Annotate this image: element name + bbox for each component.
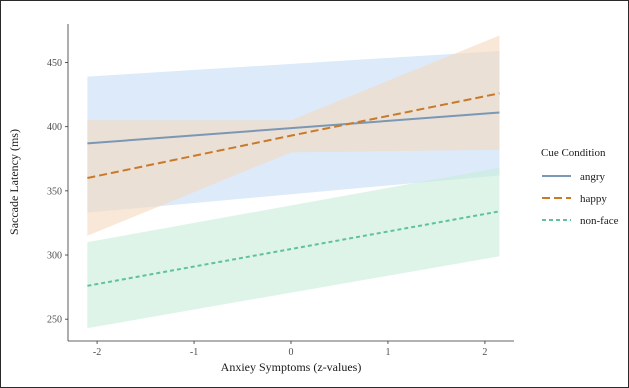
x-ticks: -2 -1 0 1 2 — [93, 341, 487, 358]
y-tick-label: 350 — [47, 186, 62, 197]
x-tick-label: 1 — [385, 347, 390, 358]
legend-label-non-face: non-face — [580, 215, 619, 227]
confidence-ribbons — [87, 35, 500, 329]
series-lines — [87, 92, 500, 287]
legend-item-non-face: non-face — [542, 215, 619, 227]
y-ticks: 250 300 350 400 450 — [47, 58, 68, 326]
x-tick-label: 2 — [482, 347, 487, 358]
y-tick-label: 400 — [47, 122, 62, 133]
x-tick-label: -1 — [190, 347, 198, 358]
y-tick-label: 450 — [47, 58, 62, 69]
line-angry — [87, 111, 500, 145]
x-axis-title: Anxiey Symptoms (z-values) — [221, 360, 362, 374]
x-tick-label: 0 — [289, 347, 294, 358]
legend-item-happy: happy — [542, 193, 607, 205]
legend-item-angry: angry — [542, 171, 606, 183]
legend: Cue Condition angry happy non-face — [541, 147, 619, 227]
y-axis-title: Saccade Latency (ms) — [7, 129, 21, 235]
legend-items: angry happy non-face — [542, 171, 619, 227]
y-tick-label: 300 — [47, 251, 62, 262]
line-happy — [87, 92, 500, 179]
y-tick-label: 250 — [47, 315, 62, 326]
ribbon-non-face — [87, 167, 500, 329]
legend-label-happy: happy — [580, 193, 607, 205]
x-tick-label: -2 — [93, 347, 101, 358]
legend-label-angry: angry — [580, 171, 606, 183]
legend-title: Cue Condition — [541, 147, 606, 159]
